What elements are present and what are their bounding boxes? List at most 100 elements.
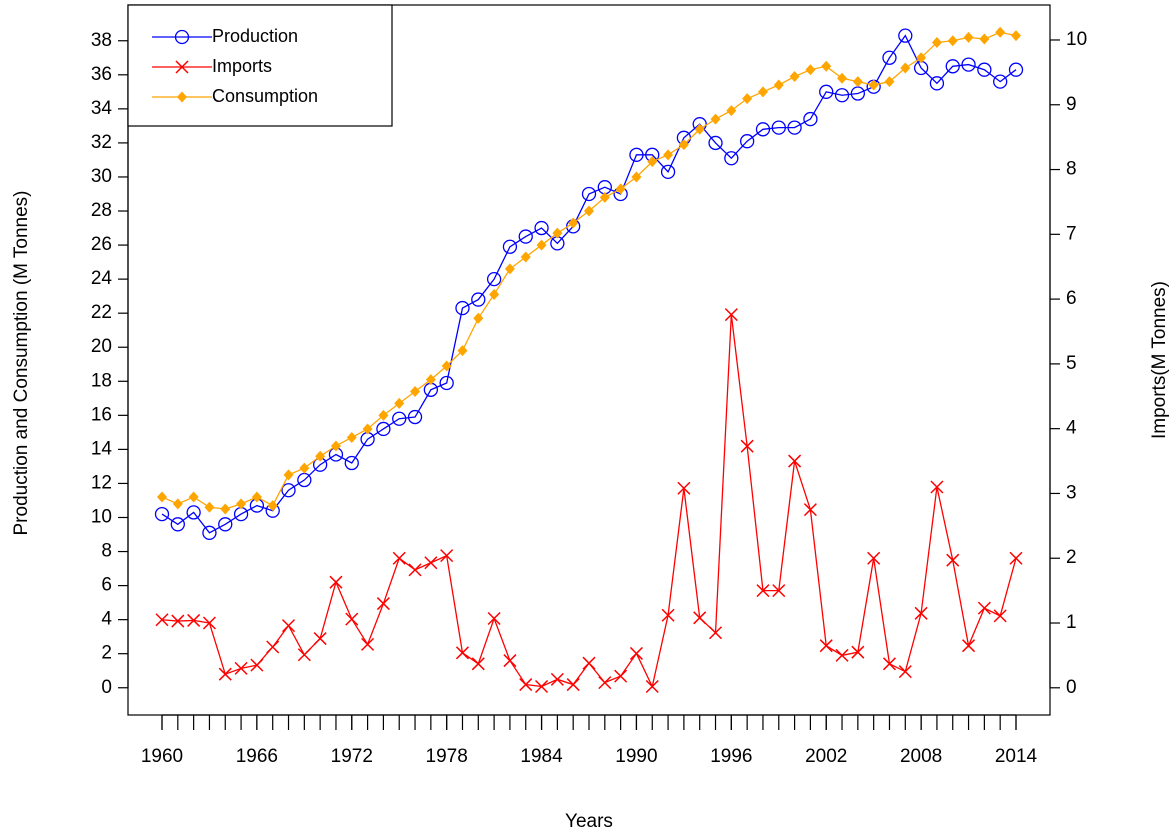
marker <box>898 28 913 43</box>
marker <box>945 59 960 74</box>
marker <box>299 462 310 474</box>
marker <box>694 123 705 135</box>
y2-tick-label: 2 <box>1066 547 1077 568</box>
marker <box>392 551 406 565</box>
marker <box>993 609 1007 623</box>
marker <box>645 679 659 694</box>
marker <box>789 71 800 83</box>
marker <box>489 288 500 300</box>
y-tick-label: 24 <box>91 268 113 289</box>
marker <box>408 563 422 577</box>
marker <box>803 111 818 127</box>
legend-marker <box>175 60 189 74</box>
x-tick-label: 1990 <box>615 746 657 767</box>
y-tick-label: 26 <box>91 234 112 255</box>
y2-tick-label: 4 <box>1066 418 1077 439</box>
marker <box>186 505 201 520</box>
marker <box>504 263 515 275</box>
marker <box>647 156 658 168</box>
marker <box>805 64 816 76</box>
y-tick-label: 0 <box>101 677 112 698</box>
marker <box>947 35 958 47</box>
marker <box>851 645 865 659</box>
marker <box>345 612 359 626</box>
marker <box>724 308 738 322</box>
marker <box>155 613 169 627</box>
marker <box>771 120 786 135</box>
marker <box>788 454 802 468</box>
marker <box>882 50 897 65</box>
marker <box>503 654 517 668</box>
y-tick-label: 28 <box>91 200 112 221</box>
marker <box>202 525 217 540</box>
marker <box>220 503 231 515</box>
marker <box>631 171 642 183</box>
marker <box>297 648 311 662</box>
marker <box>599 191 610 203</box>
marker <box>582 656 596 670</box>
marker <box>834 88 850 103</box>
marker <box>660 164 676 180</box>
marker <box>803 503 817 517</box>
marker <box>898 665 912 679</box>
series-line <box>161 314 1017 689</box>
marker <box>172 498 183 510</box>
y2-tick-label: 7 <box>1066 223 1077 244</box>
x-tick-label: 1960 <box>141 746 183 767</box>
marker <box>313 632 327 646</box>
marker <box>1008 62 1024 77</box>
marker <box>218 667 232 681</box>
marker <box>283 469 294 481</box>
legend-marker <box>177 91 187 103</box>
marker <box>568 217 579 229</box>
marker <box>772 584 786 598</box>
marker <box>520 251 531 263</box>
y2-tick-label: 10 <box>1066 29 1087 50</box>
marker <box>977 601 991 615</box>
marker <box>329 575 343 589</box>
marker <box>724 151 739 166</box>
y2-tick-label: 5 <box>1066 353 1077 374</box>
marker <box>740 439 754 453</box>
y2-tick-label: 1 <box>1066 612 1077 633</box>
y-tick-label: 22 <box>91 302 112 323</box>
marker <box>708 135 723 151</box>
marker <box>867 551 881 565</box>
marker <box>868 79 879 91</box>
marker <box>441 360 452 372</box>
y-tick-label: 16 <box>91 404 112 425</box>
marker <box>995 26 1006 38</box>
marker <box>961 57 976 72</box>
marker <box>661 608 675 622</box>
marker <box>629 147 644 162</box>
x-tick-label: 1984 <box>520 746 563 767</box>
y2-tick-label: 9 <box>1066 94 1077 115</box>
y2-tick-label: 8 <box>1066 159 1077 180</box>
marker <box>376 421 391 437</box>
marker <box>852 76 863 88</box>
marker <box>171 614 185 628</box>
marker <box>534 220 549 236</box>
legend-label: Consumption <box>212 86 318 106</box>
y-tick-label: 32 <box>91 132 112 153</box>
marker <box>929 76 945 91</box>
marker <box>218 517 233 532</box>
marker <box>882 657 897 671</box>
marker <box>519 678 533 692</box>
marker <box>362 423 373 435</box>
marker <box>234 661 248 675</box>
marker <box>742 93 753 105</box>
marker <box>963 31 974 43</box>
marker <box>566 678 580 692</box>
marker <box>663 149 674 161</box>
marker <box>187 613 201 627</box>
legend: Production Imports Consumption <box>127 4 393 127</box>
marker <box>407 409 423 425</box>
marker <box>394 397 405 409</box>
y-tick-label: 18 <box>91 370 112 391</box>
y-tick-label: 2 <box>101 643 112 664</box>
marker <box>154 506 170 522</box>
marker <box>821 60 832 72</box>
marker <box>455 646 470 660</box>
